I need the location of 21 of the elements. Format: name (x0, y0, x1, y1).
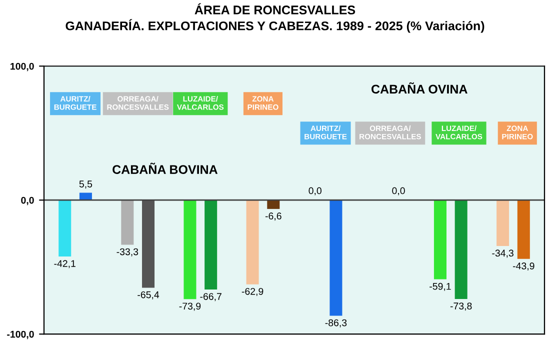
data-label: 5,5 (79, 180, 92, 189)
data-label: -73,8 (450, 302, 472, 311)
data-label: -43,9 (513, 262, 534, 271)
data-label: -59,1 (430, 282, 451, 291)
data-label: -33,3 (116, 248, 138, 256)
annotation: CABAÑA OVINA (372, 82, 468, 94)
data-label: -86,3 (325, 319, 347, 328)
data-label: 0,0 (392, 187, 405, 196)
data-label: 0,0 (308, 187, 322, 196)
chart-title: ÁREA DE RONCESVALLES GANADERÍA. EXPLOTACIONES Y CABEZAS. 1989 - 2025 (% Variación) (66, 3, 484, 33)
data-label: -66,7 (200, 293, 222, 302)
y-tick-label: -100,0 (7, 330, 34, 340)
y-tick-label: 0,0 (21, 196, 34, 206)
data-label: -34,3 (492, 250, 514, 258)
data-label: -42,1 (54, 260, 76, 268)
annotation: CABAÑA BOVINA (112, 162, 218, 174)
y-tick-label: 100,0 (10, 62, 34, 72)
data-label: -6,6 (265, 212, 282, 221)
data-label: -73,9 (179, 302, 201, 311)
data-label: -65,4 (138, 291, 160, 300)
data-label: -62,9 (242, 288, 264, 296)
